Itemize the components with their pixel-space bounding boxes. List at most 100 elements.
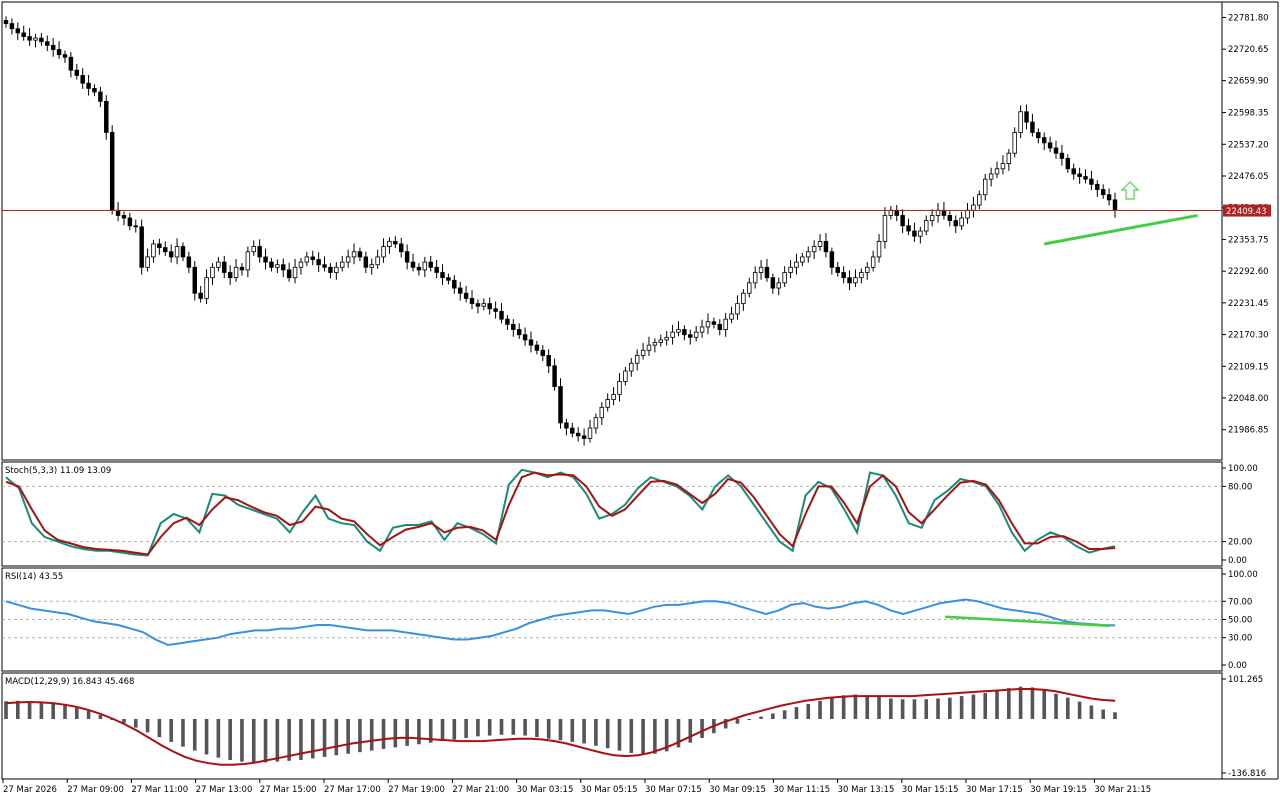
- macd-histogram-bar[interactable]: [275, 718, 280, 762]
- candle[interactable]: [865, 266, 870, 273]
- candle[interactable]: [764, 266, 770, 279]
- candle[interactable]: [204, 277, 209, 299]
- macd-histogram-bar[interactable]: [806, 703, 811, 719]
- macd-histogram-bar[interactable]: [605, 718, 610, 749]
- candle[interactable]: [440, 272, 445, 279]
- candle[interactable]: [593, 417, 599, 429]
- macd-histogram-bar[interactable]: [948, 697, 952, 719]
- candle[interactable]: [623, 370, 628, 382]
- candle[interactable]: [446, 277, 451, 281]
- candle[interactable]: [216, 261, 221, 268]
- macd-histogram-bar[interactable]: [546, 718, 551, 739]
- macd-histogram-bar[interactable]: [499, 718, 504, 735]
- candle[interactable]: [9, 23, 15, 30]
- candle[interactable]: [198, 292, 203, 299]
- macd-histogram-bar[interactable]: [1077, 701, 1082, 719]
- stoch-main-line[interactable]: [5, 468, 1116, 557]
- macd-histogram-bar[interactable]: [582, 718, 586, 744]
- candle[interactable]: [882, 215, 888, 242]
- macd-histogram-bar[interactable]: [322, 718, 327, 757]
- candle[interactable]: [239, 266, 245, 271]
- macd-histogram-bar[interactable]: [122, 718, 126, 723]
- stoch-signal-line[interactable]: [5, 471, 1116, 556]
- candle[interactable]: [50, 44, 56, 50]
- candle[interactable]: [499, 310, 504, 320]
- candle[interactable]: [487, 303, 492, 310]
- macd-histogram-bar[interactable]: [1030, 687, 1035, 719]
- candle[interactable]: [233, 266, 239, 279]
- macd-histogram-bar[interactable]: [98, 715, 103, 719]
- candle[interactable]: [15, 28, 21, 34]
- candle[interactable]: [693, 331, 699, 338]
- macd-signal-line[interactable]: [5, 688, 1116, 766]
- candle[interactable]: [298, 261, 304, 268]
- candle[interactable]: [676, 329, 681, 333]
- candle[interactable]: [906, 225, 911, 232]
- candle[interactable]: [534, 344, 540, 351]
- candle[interactable]: [340, 261, 345, 268]
- candle[interactable]: [1006, 152, 1012, 164]
- macd-histogram-bar[interactable]: [1066, 697, 1070, 719]
- candle[interactable]: [1095, 183, 1100, 190]
- candle[interactable]: [251, 246, 256, 253]
- macd-histogram-bar[interactable]: [676, 718, 681, 748]
- macd-histogram-bar[interactable]: [74, 707, 79, 719]
- macd-histogram-bar[interactable]: [27, 701, 32, 719]
- candle[interactable]: [835, 266, 840, 273]
- candle[interactable]: [1030, 121, 1035, 133]
- candle[interactable]: [587, 427, 593, 439]
- macd-histogram-bar[interactable]: [641, 718, 645, 755]
- candle[interactable]: [404, 251, 410, 263]
- macd-histogram-bar[interactable]: [487, 718, 492, 736]
- macd-histogram-bar[interactable]: [830, 697, 834, 719]
- candle[interactable]: [145, 256, 150, 268]
- candle[interactable]: [469, 298, 475, 305]
- candle[interactable]: [1047, 142, 1053, 149]
- candle[interactable]: [192, 266, 197, 294]
- candle[interactable]: [528, 339, 534, 346]
- up-arrow-icon[interactable]: [1120, 181, 1140, 200]
- macd-histogram-bar[interactable]: [912, 699, 917, 719]
- macd-histogram-bar[interactable]: [86, 711, 91, 719]
- candle[interactable]: [664, 336, 669, 341]
- macd-histogram-bar[interactable]: [464, 718, 468, 738]
- macd-histogram-bar[interactable]: [145, 718, 150, 733]
- candle[interactable]: [564, 422, 569, 429]
- candle[interactable]: [599, 406, 605, 419]
- macd-histogram-bar[interactable]: [1101, 709, 1106, 719]
- macd-histogram-bar[interactable]: [653, 718, 657, 754]
- candle[interactable]: [281, 264, 286, 271]
- candle[interactable]: [505, 318, 510, 325]
- macd-histogram-bar[interactable]: [358, 718, 362, 753]
- candle[interactable]: [275, 264, 280, 268]
- candle[interactable]: [422, 261, 428, 271]
- macd-histogram-bar[interactable]: [700, 718, 704, 738]
- candle[interactable]: [994, 168, 1000, 175]
- candle[interactable]: [1077, 173, 1082, 177]
- candle[interactable]: [92, 87, 97, 93]
- macd-histogram-bar[interactable]: [452, 718, 457, 740]
- macd-histogram-bar[interactable]: [594, 718, 598, 746]
- candle[interactable]: [345, 256, 351, 263]
- macd-histogram-bar[interactable]: [664, 718, 669, 752]
- candle[interactable]: [86, 82, 91, 89]
- candle[interactable]: [334, 266, 339, 273]
- candle[interactable]: [811, 246, 817, 253]
- candle[interactable]: [929, 215, 935, 222]
- macd-histogram-bar[interactable]: [629, 718, 634, 753]
- candle[interactable]: [222, 261, 227, 273]
- candle[interactable]: [688, 334, 693, 338]
- macd-histogram-bar[interactable]: [310, 718, 315, 759]
- candle[interactable]: [80, 75, 85, 84]
- candle[interactable]: [823, 240, 829, 253]
- candle[interactable]: [56, 49, 62, 56]
- macd-histogram-bar[interactable]: [818, 700, 822, 719]
- candle[interactable]: [741, 292, 746, 305]
- rsi-RSI-line[interactable]: [5, 598, 1116, 647]
- candle[interactable]: [776, 282, 781, 289]
- candle[interactable]: [3, 20, 9, 24]
- candle[interactable]: [723, 318, 728, 330]
- candle[interactable]: [977, 194, 982, 206]
- macd-histogram-bar[interactable]: [405, 718, 409, 746]
